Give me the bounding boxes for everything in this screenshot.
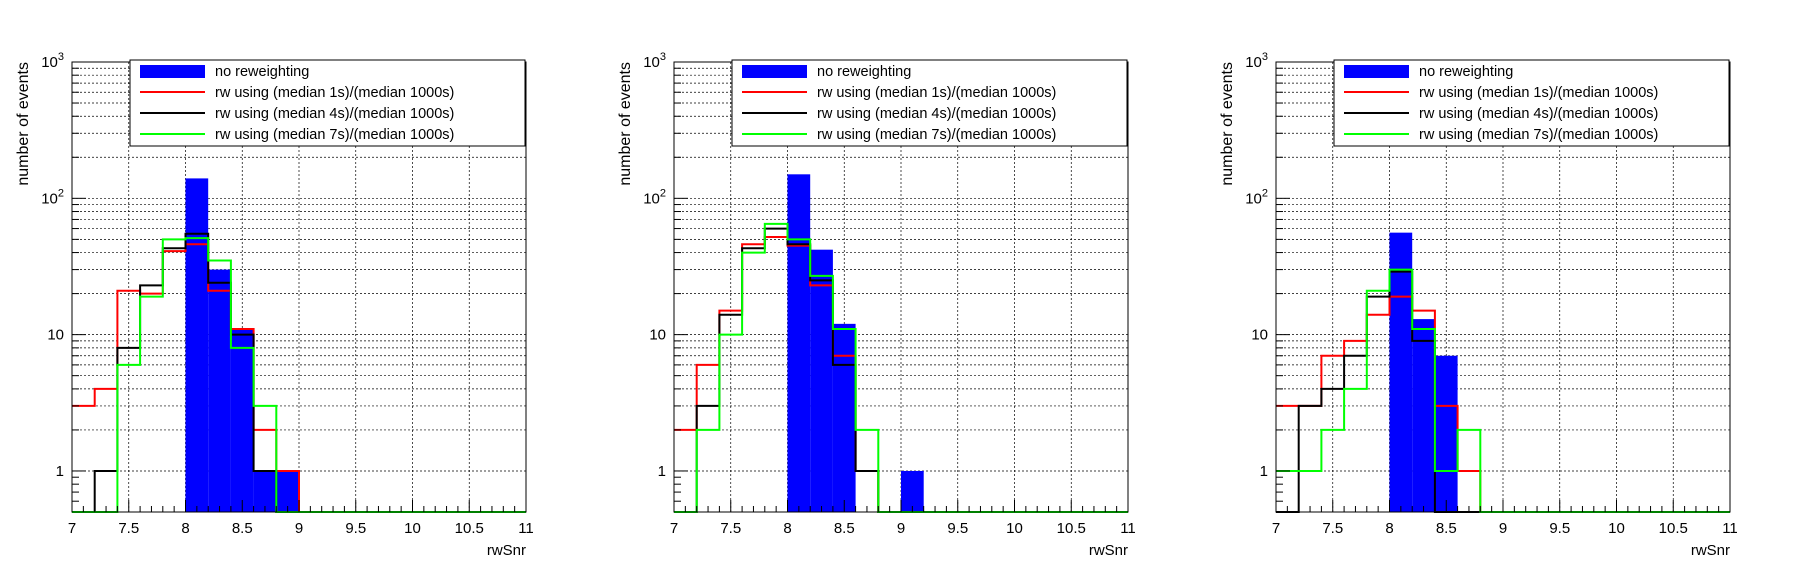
y-tick-label: 1 bbox=[1260, 463, 1268, 480]
x-axis: 7 7.5 8 8.5 9 9.5 10 10.5 11 bbox=[670, 500, 1136, 537]
legend-label: no reweighting bbox=[817, 64, 911, 80]
y-axis-label: number of events bbox=[617, 62, 634, 186]
y-tick-label: 103 bbox=[41, 51, 64, 71]
legend-label: rw using (median 7s)/(median 1000s) bbox=[215, 127, 454, 143]
legend-label: rw using (median 7s)/(median 1000s) bbox=[817, 127, 1056, 143]
x-tick-label: 7.5 bbox=[118, 520, 139, 537]
histogram-bar bbox=[276, 470, 299, 512]
legend-label: rw using (median 4s)/(median 1000s) bbox=[215, 106, 454, 122]
legend-label: no reweighting bbox=[1419, 64, 1513, 80]
x-tick-label: 9 bbox=[1499, 520, 1507, 537]
chart-panel-3: 7 7.5 8 8.5 9 9.5 10 10.5 11 rwSnr 1 10 102 103 number… bbox=[1219, 51, 1738, 559]
y-axis: 1 10 102 103 bbox=[41, 51, 86, 502]
histogram-bar bbox=[253, 470, 277, 512]
x-tick-label: 10.5 bbox=[1659, 520, 1688, 537]
x-axis-label: rwSnr bbox=[487, 542, 526, 559]
histogram-bar bbox=[230, 328, 254, 512]
x-tick-label: 9 bbox=[897, 520, 905, 537]
histogram-bar bbox=[832, 323, 856, 512]
y-axis-label: number of events bbox=[15, 62, 32, 186]
histogram-bar bbox=[787, 174, 811, 512]
x-tick-label: 11 bbox=[1120, 520, 1136, 537]
legend-label: no reweighting bbox=[215, 64, 309, 80]
series-no-reweighting bbox=[185, 178, 299, 512]
x-tick-label: 10.5 bbox=[455, 520, 484, 537]
x-tick-label: 7 bbox=[1272, 520, 1280, 537]
histogram-bar bbox=[185, 178, 209, 512]
legend-label: rw using (median 1s)/(median 1000s) bbox=[817, 85, 1056, 101]
legend-label: rw using (median 7s)/(median 1000s) bbox=[1419, 127, 1658, 143]
histogram-bar bbox=[1389, 232, 1413, 512]
y-tick-label: 102 bbox=[1245, 187, 1268, 207]
histogram-bar bbox=[1434, 355, 1458, 512]
x-tick-label: 8.5 bbox=[232, 520, 253, 537]
legend-swatch bbox=[1344, 65, 1409, 78]
y-tick-label: 1 bbox=[658, 463, 666, 480]
y-tick-label: 102 bbox=[41, 187, 64, 207]
legend: no reweighting rw using (median 1s)/(medi… bbox=[129, 59, 526, 147]
histogram-bar bbox=[1412, 319, 1435, 512]
y-axis-label: number of events bbox=[1219, 62, 1236, 186]
y-axis: 1 10 102 103 bbox=[643, 51, 688, 502]
x-axis-label: rwSnr bbox=[1691, 542, 1730, 559]
chart-panel-1: 7 7.5 8 8.5 9 9.5 10 10.5 11 rwSnr 1 10 102 103 number… bbox=[15, 51, 534, 559]
x-tick-label: 10 bbox=[1608, 520, 1625, 537]
x-tick-label: 7.5 bbox=[1322, 520, 1343, 537]
y-tick-label: 102 bbox=[643, 187, 666, 207]
x-tick-label: 9.5 bbox=[947, 520, 968, 537]
y-tick-label: 103 bbox=[1245, 51, 1268, 71]
y-tick-label: 1 bbox=[56, 463, 64, 480]
x-tick-label: 8.5 bbox=[834, 520, 855, 537]
x-tick-label: 11 bbox=[1722, 520, 1738, 537]
legend: no reweighting rw using (median 1s)/(medi… bbox=[731, 59, 1128, 147]
legend-label: rw using (median 4s)/(median 1000s) bbox=[1419, 106, 1658, 122]
x-tick-label: 9.5 bbox=[1549, 520, 1570, 537]
histogram-bar bbox=[810, 249, 833, 512]
y-tick-label: 10 bbox=[1251, 327, 1268, 344]
legend-label: rw using (median 1s)/(median 1000s) bbox=[215, 85, 454, 101]
x-tick-label: 10 bbox=[404, 520, 421, 537]
legend-label: rw using (median 4s)/(median 1000s) bbox=[817, 106, 1056, 122]
legend: no reweighting rw using (median 1s)/(medi… bbox=[1333, 59, 1730, 147]
series-no-reweighting bbox=[1389, 232, 1458, 512]
legend-label: rw using (median 1s)/(median 1000s) bbox=[1419, 85, 1658, 101]
x-axis-label: rwSnr bbox=[1089, 542, 1128, 559]
x-tick-label: 9.5 bbox=[345, 520, 366, 537]
histogram-bar bbox=[208, 269, 231, 512]
x-tick-label: 8.5 bbox=[1436, 520, 1457, 537]
x-tick-label: 10.5 bbox=[1057, 520, 1086, 537]
x-tick-label: 9 bbox=[295, 520, 303, 537]
y-tick-label: 103 bbox=[643, 51, 666, 71]
series-no-reweighting bbox=[787, 174, 924, 512]
x-tick-label: 8 bbox=[783, 520, 791, 537]
x-tick-label: 7 bbox=[670, 520, 678, 537]
legend-swatch bbox=[742, 65, 807, 78]
x-axis: 7 7.5 8 8.5 9 9.5 10 10.5 11 bbox=[68, 500, 534, 537]
x-tick-label: 7 bbox=[68, 520, 76, 537]
x-tick-label: 11 bbox=[518, 520, 534, 537]
y-tick-label: 10 bbox=[47, 327, 64, 344]
x-tick-label: 8 bbox=[1385, 520, 1393, 537]
legend-swatch bbox=[140, 65, 205, 78]
x-axis: 7 7.5 8 8.5 9 9.5 10 10.5 11 bbox=[1272, 500, 1738, 537]
chart-panel-2: 7 7.5 8 8.5 9 9.5 10 10.5 11 rwSnr 1 10 102 103 number… bbox=[617, 51, 1136, 559]
x-tick-label: 10 bbox=[1006, 520, 1023, 537]
x-tick-label: 8 bbox=[181, 520, 189, 537]
y-tick-label: 10 bbox=[649, 327, 666, 344]
x-tick-label: 7.5 bbox=[720, 520, 741, 537]
y-axis: 1 10 102 103 bbox=[1245, 51, 1290, 502]
histogram-bar bbox=[901, 470, 924, 512]
